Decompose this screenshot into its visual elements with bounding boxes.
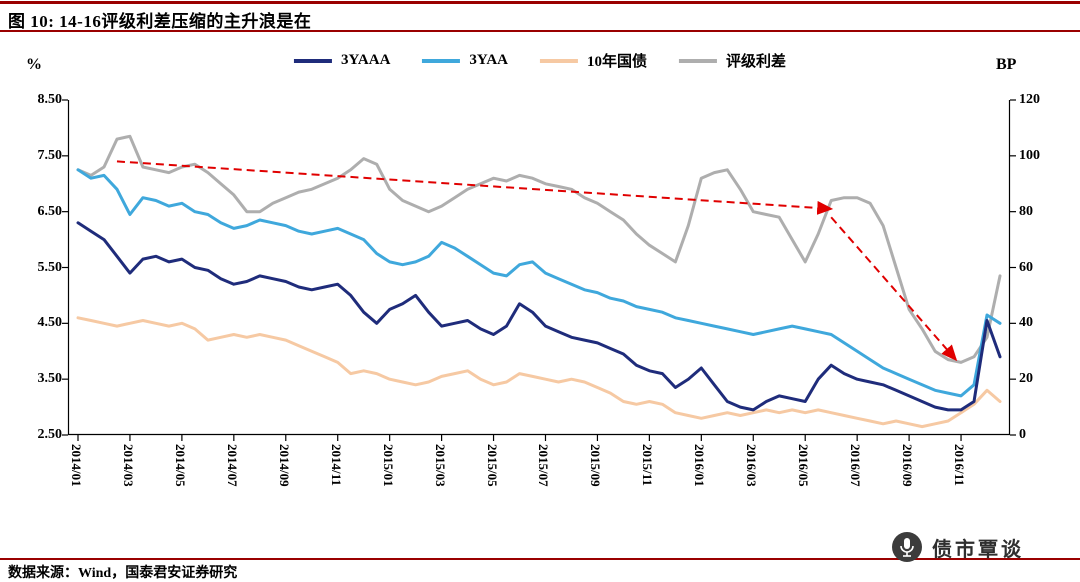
y-axis-tick-label-left: 5.50 xyxy=(37,259,63,275)
x-axis-tick-label: 2015/05 xyxy=(484,444,500,487)
legend-swatch-3yaaa xyxy=(293,58,332,63)
y-axis-tick-label-left: 4.50 xyxy=(37,315,63,331)
y-axis-tick-label-right: 120 xyxy=(1019,92,1040,107)
title-divider-rule xyxy=(0,30,1080,32)
x-axis-tick-label: 2015/03 xyxy=(432,444,448,487)
figure-title: 图 10: 14-16评级利差压缩的主升浪是在 xyxy=(8,12,312,31)
left-axis-unit-label: % xyxy=(26,56,42,73)
x-axis-tick-label: 2014/07 xyxy=(224,444,240,487)
y-axis-tick-label-right: 20 xyxy=(1019,371,1033,387)
legend-label-10y-treasury: 10年国债 xyxy=(587,54,648,70)
x-axis-tick-label: 2014/09 xyxy=(276,444,292,487)
data-source-note: 数据来源：Wind，国泰君安证券研究 xyxy=(8,566,238,581)
y-axis-tick-label-right: 0 xyxy=(1019,427,1026,442)
microphone-icon xyxy=(892,532,922,562)
legend: 3YAAA 3YAA 10年国债 评级利差 xyxy=(293,50,786,71)
watermark-logo: 债市覃谈 xyxy=(890,530,1024,564)
y-axis-tick-label-left: 7.50 xyxy=(37,147,63,163)
top-rule xyxy=(0,1,1080,4)
watermark-text: 债市覃谈 xyxy=(932,538,1024,561)
x-axis-tick-label: 2016/05 xyxy=(796,444,812,487)
y-axis-tick-label-left: 8.50 xyxy=(37,92,63,107)
series-line-10年国债 xyxy=(76,316,1002,429)
x-axis-tick-label: 2016/01 xyxy=(692,444,708,487)
legend-swatch-10y-treasury xyxy=(540,58,579,63)
x-axis-tick-label: 2016/11 xyxy=(952,444,968,486)
y-axis-tick-label-right: 40 xyxy=(1019,315,1033,331)
series-line-评级利差 xyxy=(76,134,1002,364)
legend-label-3yaa: 3YAA xyxy=(469,52,509,68)
x-axis-tick-label: 2015/11 xyxy=(640,444,656,486)
y-axis-tick-label-left: 6.50 xyxy=(37,203,63,219)
x-axis-tick-label: 2014/03 xyxy=(120,444,136,487)
series-line-3YAA xyxy=(76,168,1002,398)
y-axis-tick-label-left: 2.50 xyxy=(37,427,63,442)
x-axis-tick-label: 2016/03 xyxy=(744,444,760,487)
annotation-arrow-1 xyxy=(116,160,834,215)
legend-label-rating-spread: 评级利差 xyxy=(726,54,787,70)
x-axis-tick-label: 2015/07 xyxy=(536,444,552,487)
series-line-3YAAA xyxy=(76,221,1002,412)
footer-rule xyxy=(0,558,1080,560)
legend-item-3yaaa: 3YAAA xyxy=(293,52,391,69)
y-axis-tick-label-left: 3.50 xyxy=(37,371,63,387)
x-axis-tick-label: 2016/09 xyxy=(900,444,916,487)
y-axis-tick-label-right: 80 xyxy=(1019,203,1033,219)
x-axis-tick-label: 2016/07 xyxy=(848,444,864,487)
x-axis-tick-label: 2015/01 xyxy=(380,444,396,487)
right-axis-unit-label: BP xyxy=(996,56,1017,73)
legend-item-3yaa: 3YAA xyxy=(422,52,508,69)
y-axis-tick-label-right: 60 xyxy=(1019,259,1033,275)
legend-swatch-3yaa xyxy=(422,58,461,63)
x-axis-tick-label: 2015/09 xyxy=(588,444,604,487)
legend-item-10y-treasury: 10年国债 xyxy=(540,50,647,71)
legend-item-rating-spread: 评级利差 xyxy=(679,50,786,71)
annotation-arrow-2 xyxy=(830,216,958,362)
x-axis-tick-label: 2014/05 xyxy=(172,444,188,487)
line-chart-plot-area xyxy=(62,99,1016,441)
x-axis-tick-label: 2014/01 xyxy=(69,444,84,487)
y-axis-tick-label-right: 100 xyxy=(1019,147,1040,163)
legend-label-3yaaa: 3YAAA xyxy=(340,52,391,68)
x-axis-tick-label: 2014/11 xyxy=(328,444,344,486)
legend-swatch-rating-spread xyxy=(679,58,718,63)
